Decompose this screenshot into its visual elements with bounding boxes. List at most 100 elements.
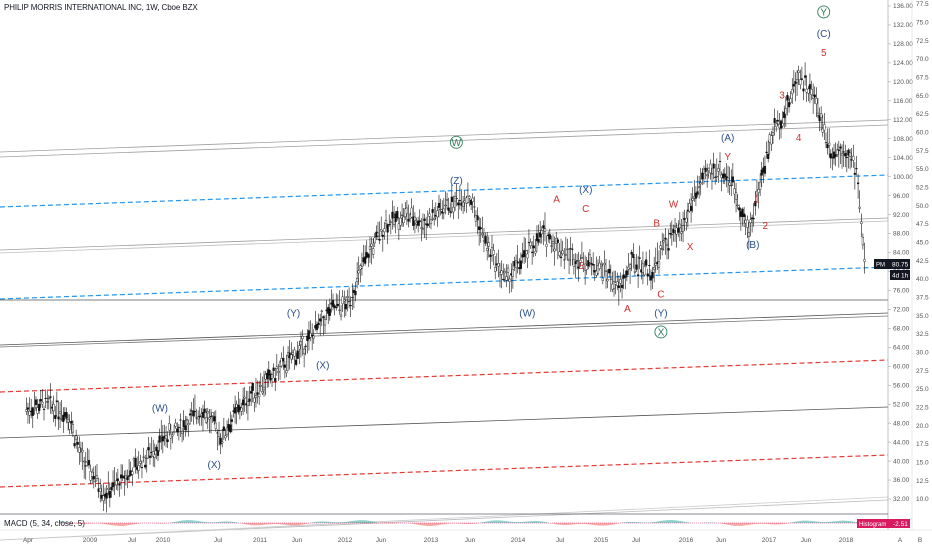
candle-body bbox=[670, 234, 673, 236]
candle-body bbox=[844, 153, 847, 157]
candle-body bbox=[657, 261, 661, 268]
candle-body bbox=[205, 417, 208, 423]
candle-body bbox=[351, 297, 354, 299]
secondary-tick-label: 37.5 bbox=[916, 295, 929, 302]
candle-body bbox=[428, 213, 431, 217]
candle-body bbox=[506, 267, 510, 273]
candle-body bbox=[492, 250, 495, 255]
candle-body bbox=[526, 253, 529, 259]
x-tick-label: 2016 bbox=[679, 537, 694, 544]
wave-label: 4 bbox=[796, 133, 802, 144]
candle-body bbox=[221, 441, 224, 444]
x-tick-label: Jun bbox=[292, 537, 303, 544]
candle-body bbox=[624, 275, 627, 278]
candle-body bbox=[842, 151, 845, 153]
candle-body bbox=[447, 207, 450, 211]
candle-body bbox=[208, 417, 211, 420]
candle-body bbox=[283, 364, 286, 368]
candle-body bbox=[248, 398, 251, 402]
candle-body bbox=[66, 419, 70, 423]
histogram-tag: Histogram bbox=[859, 522, 886, 528]
candle-body bbox=[466, 195, 470, 203]
axis-tick-label: 40.00 bbox=[893, 458, 910, 465]
candle-body bbox=[444, 204, 447, 207]
candle-body bbox=[789, 98, 792, 103]
candle-body bbox=[295, 359, 298, 365]
candle-body bbox=[25, 409, 28, 412]
candle-body bbox=[333, 305, 336, 308]
trend-line bbox=[0, 119, 889, 153]
candle-body bbox=[256, 392, 259, 395]
x-tick-label: Jun bbox=[801, 537, 812, 544]
wave-label: (W) bbox=[152, 403, 168, 414]
candle-body bbox=[754, 200, 757, 207]
axis-tick-label: 116.00 bbox=[893, 98, 913, 105]
candle-body bbox=[323, 318, 327, 326]
candle-body bbox=[661, 248, 664, 250]
candle-body bbox=[92, 476, 95, 480]
candle-body bbox=[349, 305, 352, 307]
wave-label: Y bbox=[820, 7, 827, 18]
candle-body bbox=[70, 421, 73, 424]
candle-body bbox=[79, 448, 83, 450]
trend-line bbox=[0, 124, 889, 158]
trend-line bbox=[0, 315, 889, 348]
candle-body bbox=[486, 248, 489, 252]
histogram-value: -2.51 bbox=[893, 521, 908, 528]
axis-tick-label: 104.00 bbox=[893, 155, 913, 162]
candle-body bbox=[343, 299, 346, 302]
candle-body bbox=[604, 270, 608, 272]
candle-body bbox=[55, 400, 58, 403]
secondary-tick-label: 57.5 bbox=[916, 148, 929, 155]
candle-body bbox=[336, 303, 339, 307]
candle-body bbox=[214, 422, 217, 429]
candle-body bbox=[853, 172, 856, 175]
right-price-axis: 136.00 132.00 128.00 124.00 120.00 116.00 112.… bbox=[887, 0, 913, 530]
candle-body bbox=[206, 411, 209, 414]
x-tick-label: 2017 bbox=[762, 537, 777, 544]
x-tick-label: Apr bbox=[23, 537, 34, 544]
candle-body bbox=[275, 366, 278, 369]
candle-body bbox=[193, 411, 197, 413]
candle-body bbox=[802, 88, 805, 92]
candle-body bbox=[266, 372, 269, 380]
candle-body bbox=[311, 334, 314, 337]
candle-body bbox=[429, 219, 433, 225]
secondary-tick-label: 25.0 bbox=[916, 386, 929, 393]
candle-body bbox=[389, 221, 392, 223]
candle-body bbox=[145, 457, 148, 459]
axis-tick-label: 132.00 bbox=[893, 22, 913, 29]
candle-body bbox=[277, 371, 280, 373]
secondary-tick-label: 32.5 bbox=[916, 331, 929, 338]
candle-body bbox=[115, 480, 118, 486]
candle-body bbox=[229, 424, 232, 433]
trend-line bbox=[0, 454, 889, 488]
secondary-tick-label: 27.5 bbox=[916, 368, 929, 375]
candle-body bbox=[38, 403, 41, 411]
candle-body bbox=[450, 196, 453, 203]
candle-body bbox=[505, 276, 508, 281]
wave-label: B bbox=[578, 261, 585, 272]
wave-label: Y bbox=[724, 152, 731, 163]
candle-body bbox=[224, 435, 227, 439]
candle-body bbox=[339, 314, 343, 317]
candle-body bbox=[497, 263, 500, 267]
axis-tick-label: 72.00 bbox=[893, 307, 910, 314]
candle-body bbox=[678, 223, 681, 229]
candle-body bbox=[418, 220, 421, 223]
x-tick-label: 2014 bbox=[511, 537, 526, 544]
candle-body bbox=[378, 239, 381, 241]
candle-body bbox=[181, 430, 184, 434]
candle-body bbox=[322, 316, 325, 319]
candle-body bbox=[839, 146, 842, 149]
candle-body bbox=[357, 270, 360, 274]
candle-body bbox=[633, 271, 637, 273]
candle-body bbox=[815, 98, 818, 105]
candle-body bbox=[630, 252, 633, 255]
candle-body bbox=[609, 278, 612, 280]
candle-body bbox=[396, 211, 399, 219]
candle-body bbox=[293, 349, 296, 357]
candle-body bbox=[852, 155, 855, 161]
candle-body bbox=[261, 391, 264, 394]
